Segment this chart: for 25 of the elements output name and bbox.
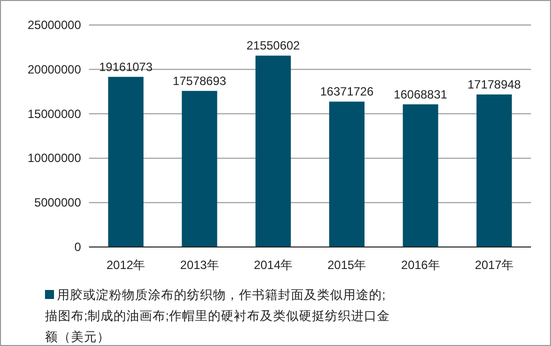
- bar: [108, 76, 144, 247]
- y-tick-label: 0: [74, 240, 82, 254]
- bar: [329, 102, 365, 247]
- y-tick-label: 25000000: [28, 18, 82, 32]
- x-tick-label: 2012年: [106, 258, 146, 272]
- data-label: 17178948: [467, 77, 522, 92]
- x-tick-label: 2017年: [474, 258, 514, 272]
- bar: [255, 56, 291, 247]
- data-label: 16371726: [320, 84, 374, 99]
- y-tick-label: 5000000: [34, 196, 82, 210]
- data-label: 19161073: [99, 60, 153, 74]
- x-tick-label: 2014年: [254, 258, 293, 272]
- bar: [476, 94, 512, 247]
- x-tick-label: 2013年: [180, 258, 219, 272]
- data-label: 17578693: [172, 74, 227, 88]
- y-tick-label: 20000000: [28, 62, 82, 76]
- y-tick-label: 15000000: [28, 106, 82, 121]
- x-tick-label: 2015年: [327, 258, 366, 272]
- bar: [402, 104, 438, 247]
- data-label: 21550602: [246, 38, 300, 53]
- data-label: 16068831: [394, 87, 448, 102]
- x-tick-label: 2016年: [401, 258, 440, 272]
- legend-label: 用胶或淀粉物质涂布的纺织物，作书籍封面及类似用途的;描图布;制成的油画布;作帽里的硬衬布及类似硬挺纺织进口金额（美元）: [45, 288, 390, 344]
- bar: [182, 90, 218, 247]
- y-tick-label: 10000000: [28, 151, 82, 166]
